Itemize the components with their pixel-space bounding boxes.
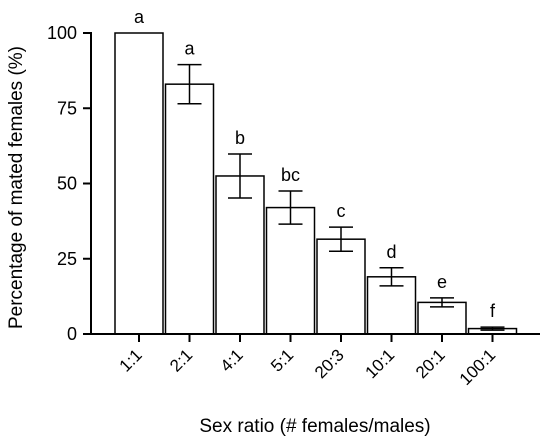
bar (164, 83, 215, 335)
x-tick-label: 1:1 (116, 345, 146, 375)
x-tick-label: 2:1 (166, 345, 196, 375)
significance-letter: e (437, 272, 447, 292)
significance-letter: a (184, 39, 195, 59)
y-tick-label: 0 (67, 324, 77, 344)
bars-layer (114, 32, 518, 335)
significance-letter: d (386, 242, 396, 262)
significance-letters-layer: a a b bc c d e f (134, 7, 496, 321)
x-tick-label: 20:1 (412, 345, 449, 382)
y-tick-label: 25 (57, 249, 77, 269)
error-bars-layer (177, 63, 505, 331)
y-axis-title: Percentage of mated females (%) (6, 46, 27, 329)
x-axis-title: Sex ratio (# females/males) (199, 416, 430, 437)
x-tick-label: 100:1 (456, 345, 500, 389)
bar (265, 206, 316, 335)
y-tick-label: 75 (57, 98, 77, 118)
y-ticks-layer: 0 25 50 75 100 (47, 23, 91, 344)
bar (215, 175, 265, 335)
x-tick-label: 10:1 (361, 345, 398, 382)
x-tick-label: 20:3 (311, 345, 348, 382)
significance-letter: c (337, 201, 346, 221)
x-tick-label: 4:1 (217, 345, 247, 375)
y-tick-label: 50 (57, 174, 77, 194)
x-ticks-layer: 1:1 2:1 4:1 5:1 20:3 10:1 20:1 100:1 (116, 334, 500, 389)
bar (316, 238, 366, 335)
significance-letter: f (490, 301, 496, 321)
significance-letter: bc (281, 165, 300, 185)
significance-letter: b (235, 128, 245, 148)
x-tick-label: 5:1 (267, 345, 297, 375)
y-tick-label: 100 (47, 23, 77, 43)
significance-letter: a (134, 7, 145, 27)
bar (114, 32, 164, 335)
